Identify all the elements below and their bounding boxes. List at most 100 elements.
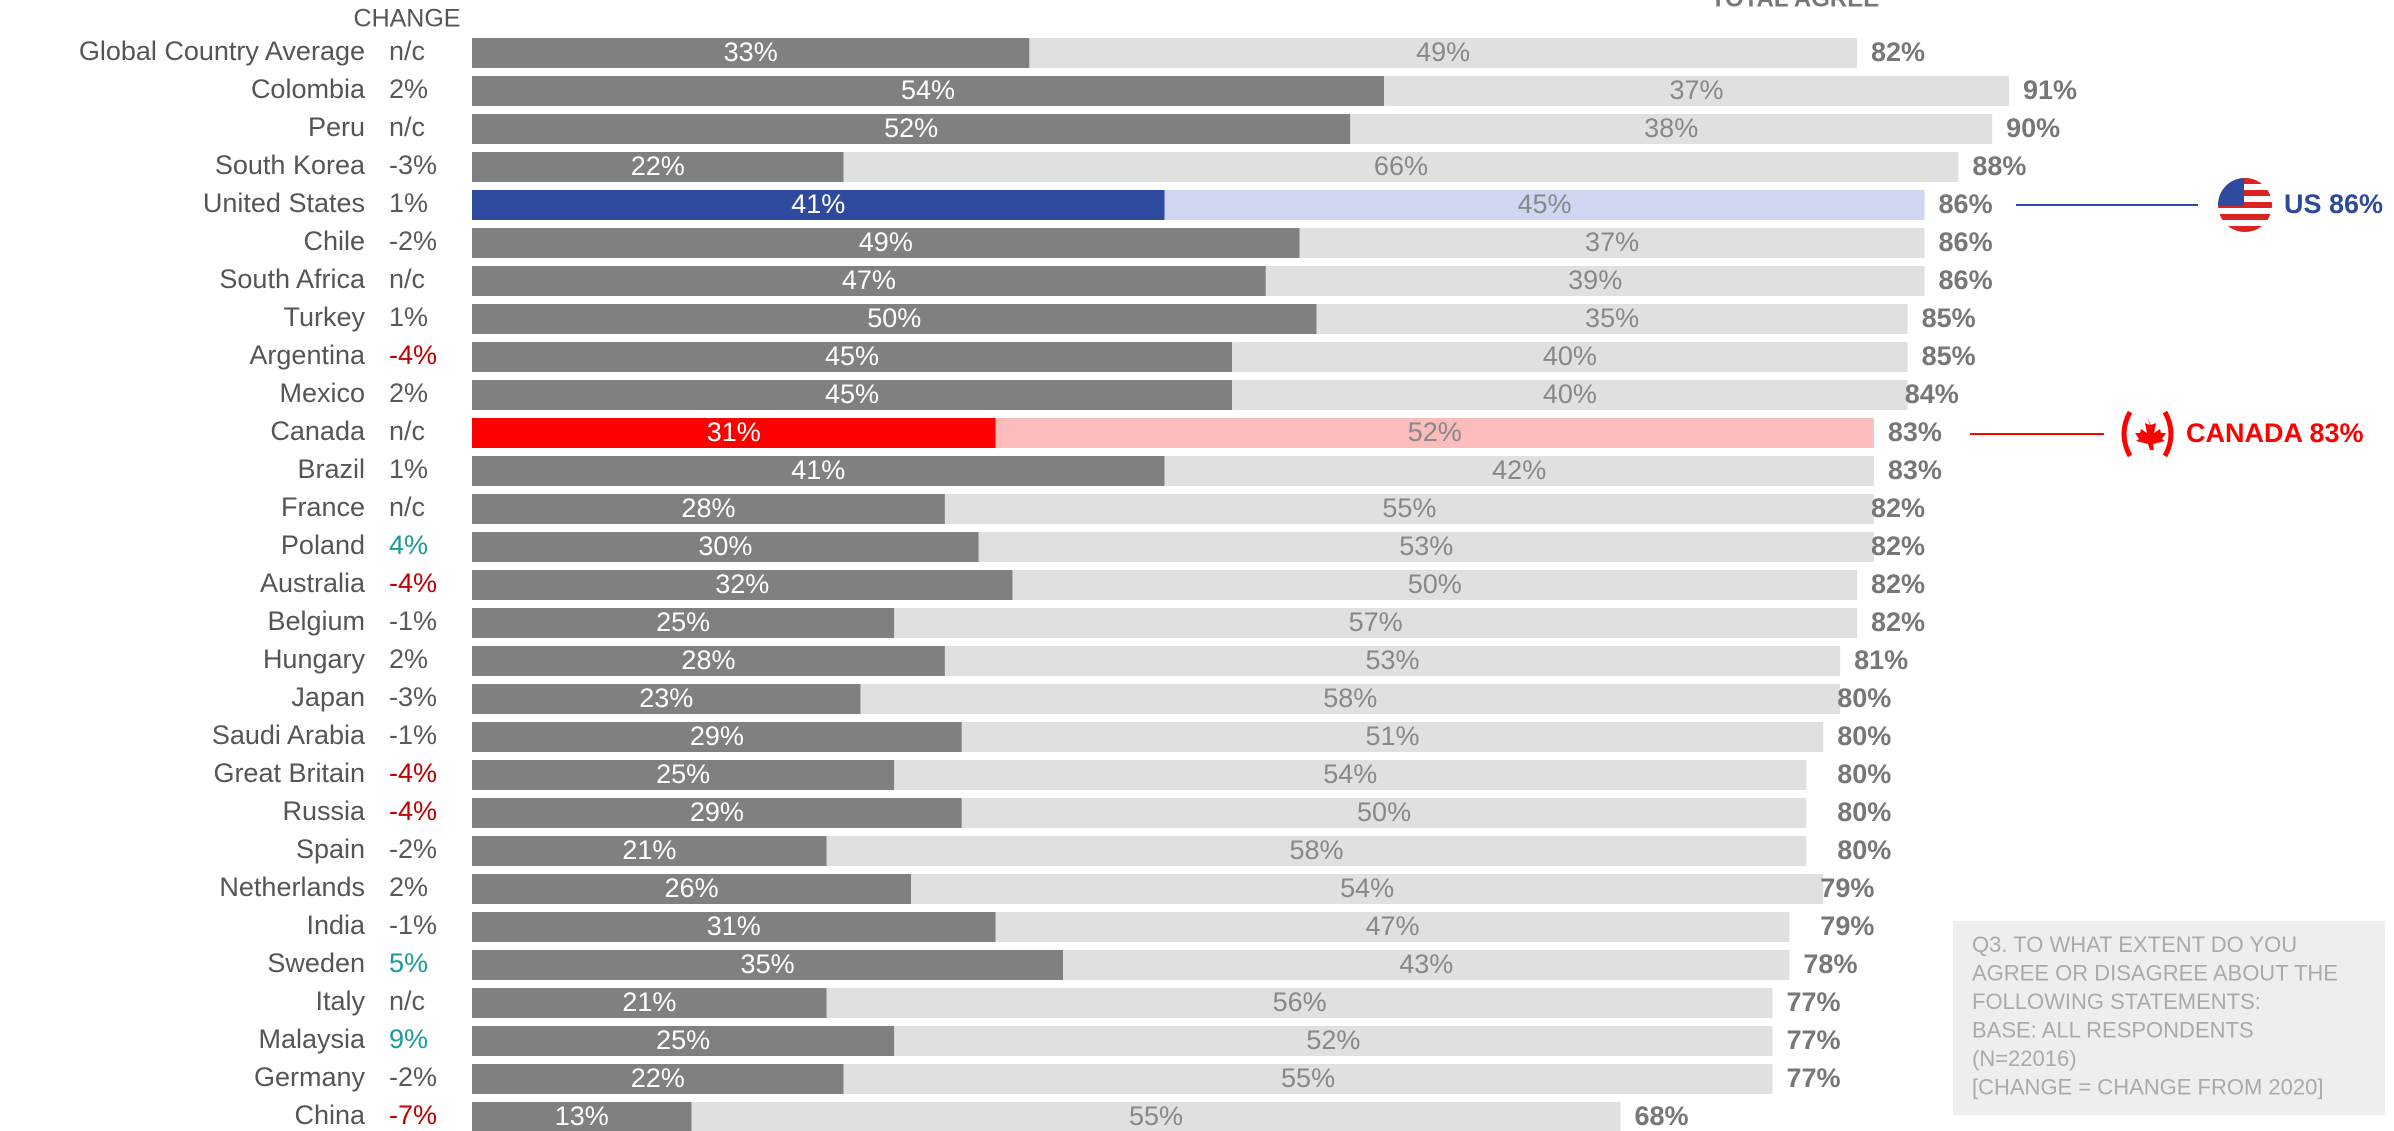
value-label: 22% [631, 1063, 685, 1093]
bar-segment [472, 76, 1385, 106]
value-label: 33% [724, 37, 778, 67]
bar-segment [995, 418, 1874, 448]
change-label: -2% [389, 1062, 437, 1092]
annotation: US 86% [2284, 189, 2383, 219]
value-label: 23% [639, 683, 693, 713]
bar-segment [1164, 190, 1925, 220]
bar-segment [472, 722, 962, 752]
bar-segment [472, 114, 1351, 144]
value-label: 40% [1543, 341, 1597, 371]
change-label: -4% [389, 568, 437, 598]
value-label: 57% [1349, 607, 1403, 637]
bar-segment [472, 456, 1165, 486]
bar-segment [472, 266, 1266, 296]
category-label: Sweden [267, 948, 365, 978]
bar-segment [1265, 266, 1925, 296]
change-label: n/c [389, 264, 425, 294]
value-label: 53% [1365, 645, 1419, 675]
value-label: 53% [1399, 531, 1453, 561]
value-label: 52% [884, 113, 938, 143]
annotation: CANADA 83% [2186, 418, 2364, 448]
bar-segment [472, 494, 945, 524]
value-label: 58% [1323, 683, 1377, 713]
value-label: 66% [1374, 151, 1428, 181]
value-label: 54% [1340, 873, 1394, 903]
canada-flag [2121, 410, 2174, 458]
note-text: BASE: ALL RESPONDENTS [1972, 1017, 2254, 1042]
bar-segment [472, 608, 895, 638]
bar-segment [1063, 950, 1790, 980]
bar-segment [894, 1026, 1773, 1056]
value-label: 55% [1281, 1063, 1335, 1093]
total-label: 79% [1820, 911, 1874, 941]
bar-segment [472, 874, 912, 904]
category-label: Mexico [279, 378, 365, 408]
value-label: 28% [681, 493, 735, 523]
total-label: 85% [1922, 341, 1976, 371]
category-label: Chile [303, 226, 365, 256]
category-label: France [281, 492, 365, 522]
change-label: 2% [389, 74, 428, 104]
change-label: 9% [389, 1024, 428, 1054]
change-label: n/c [389, 986, 425, 1016]
bar-segment [1350, 114, 1993, 144]
total-label: 77% [1787, 987, 1841, 1017]
note-text: AGREE OR DISAGREE ABOUT THE [1972, 960, 2338, 985]
bar-segment [911, 874, 1824, 904]
value-label: 21% [622, 835, 676, 865]
value-label: 51% [1365, 721, 1419, 751]
total-label: 82% [1871, 569, 1925, 599]
bar-segment [472, 418, 996, 448]
value-label: 47% [1365, 911, 1419, 941]
value-label: 37% [1585, 227, 1639, 257]
change-label: 1% [389, 454, 428, 484]
bar-segment [472, 684, 861, 714]
total-label: 86% [1939, 189, 1993, 219]
change-label: n/c [389, 416, 425, 446]
value-label: 49% [859, 227, 913, 257]
value-label: 39% [1568, 265, 1622, 295]
bar-segment [1384, 76, 2009, 106]
value-label: 52% [1306, 1025, 1360, 1055]
change-label: 1% [389, 188, 428, 218]
category-label: Colombia [251, 74, 366, 104]
value-label: 52% [1408, 417, 1462, 447]
change-label: -1% [389, 720, 437, 750]
value-label: 49% [1416, 37, 1470, 67]
bar-segment [472, 342, 1233, 372]
total-label: 86% [1939, 227, 1993, 257]
category-label: Australia [260, 568, 366, 598]
value-label: 31% [707, 417, 761, 447]
bar-segment [995, 912, 1790, 942]
bar-segment [1299, 228, 1925, 258]
bar-segment [472, 380, 1233, 410]
change-label: -4% [389, 340, 437, 370]
change-label: -1% [389, 910, 437, 940]
category-label: China [294, 1100, 366, 1130]
value-label: 21% [622, 987, 676, 1017]
bar-segment [843, 152, 1959, 182]
category-label: Spain [296, 834, 365, 864]
bar-segment [472, 798, 962, 828]
change-label: -1% [389, 606, 437, 636]
category-label: Saudi Arabia [212, 720, 366, 750]
value-label: 35% [1585, 303, 1639, 333]
total-label: 84% [1905, 379, 1959, 409]
category-label: Peru [308, 112, 365, 142]
category-label: Malaysia [258, 1024, 366, 1054]
bar-segment [472, 152, 844, 182]
change-label: 2% [389, 644, 428, 674]
bar-segment [843, 1064, 1773, 1094]
bar-segment [472, 646, 945, 676]
category-label: Netherlands [219, 872, 365, 902]
change-label: -4% [389, 758, 437, 788]
value-label: 38% [1644, 113, 1698, 143]
total-label: 78% [1803, 949, 1857, 979]
total-label: 82% [1871, 607, 1925, 637]
value-label: 45% [1517, 189, 1571, 219]
total-label: 80% [1837, 759, 1891, 789]
category-label: India [306, 910, 366, 940]
bar-segment [472, 570, 1013, 600]
note-text: Q3. TO WHAT EXTENT DO YOU [1972, 932, 2297, 957]
